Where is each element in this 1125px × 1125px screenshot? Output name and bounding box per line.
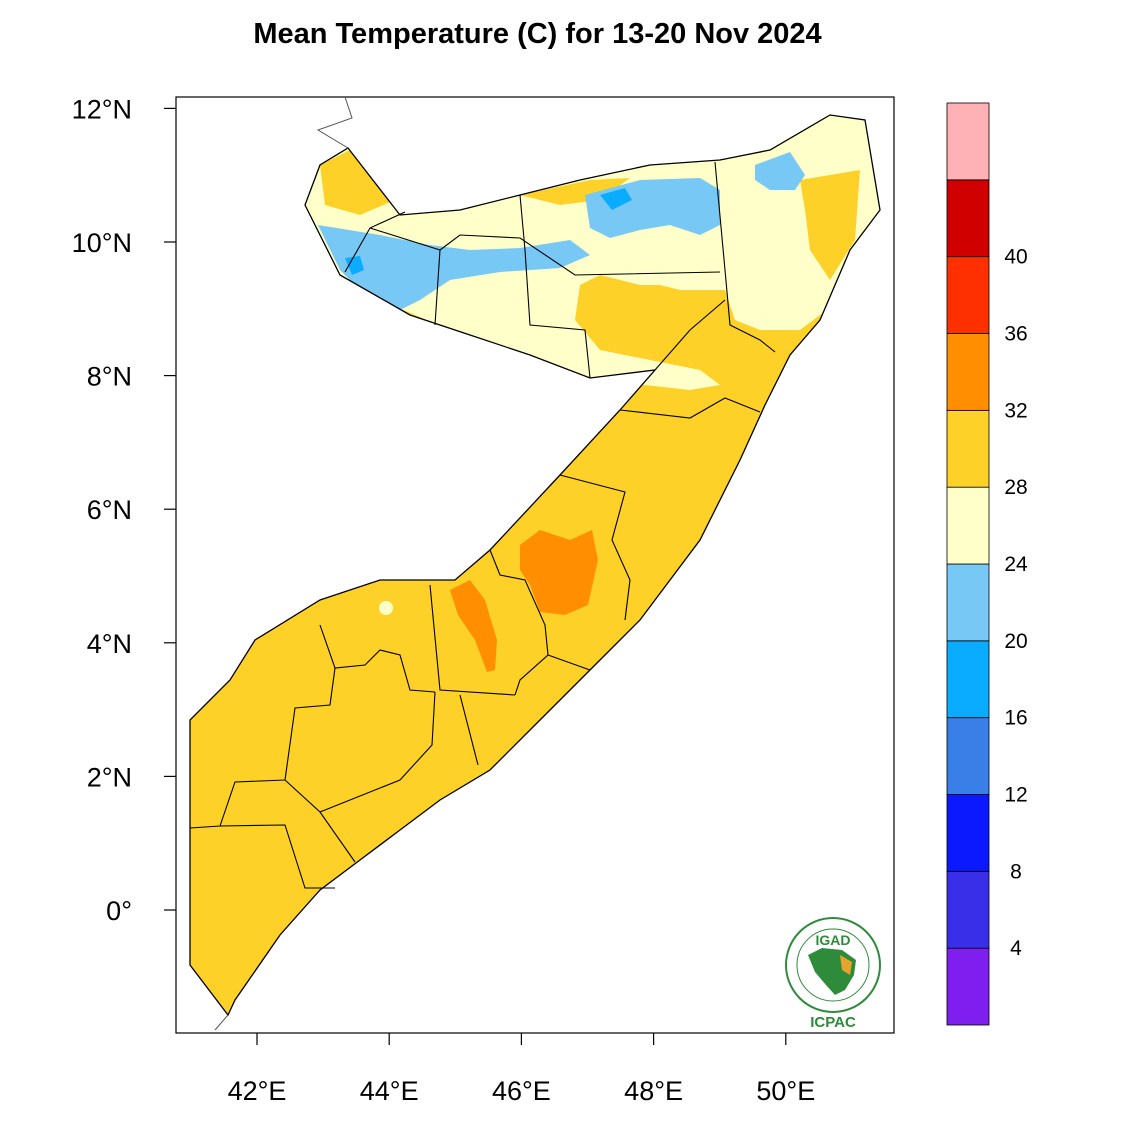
colorbar-label: 8 (1010, 860, 1022, 883)
border-djibouti (316, 96, 353, 149)
colorbar-label: 20 (1004, 630, 1027, 653)
temp-zone-16-20-west (318, 225, 590, 310)
colorbar-label: 36 (1004, 323, 1027, 346)
lon-tick-label: 42°E (228, 1076, 287, 1106)
lon-tick-label: 50°E (756, 1076, 815, 1106)
colorbar-label: 24 (1004, 553, 1028, 576)
colorbar: 4 8 12 16 20 24 28 32 36 40 (946, 102, 1028, 1026)
lat-tick-label: 12°N (72, 94, 132, 124)
lon-tick-label: 48°E (624, 1076, 683, 1106)
colorbar-swatch (946, 794, 990, 872)
colorbar-swatch (946, 563, 990, 642)
colorbar-swatch (946, 947, 990, 1026)
lat-tick-label: 6°N (87, 495, 132, 525)
border-south (214, 1014, 229, 1031)
logo-inner-ring (796, 928, 870, 1002)
colorbar-swatch (946, 717, 990, 795)
lat-tick-label: 10°N (72, 228, 132, 258)
map-axes: 42°E 44°E 46°E 48°E 50°E 12°N 10°N 8°N 6°N 4°N 2°N… (72, 94, 816, 1106)
lat-tick-label: 2°N (87, 762, 132, 792)
temp-zone-28-32-west (450, 580, 497, 672)
region-boundaries (189, 161, 776, 889)
colorbar-label: 32 (1004, 399, 1027, 422)
colorbar-swatch (946, 640, 990, 719)
lat-tick-label: 8°N (87, 362, 132, 392)
colorbar-label: 28 (1004, 476, 1027, 499)
lat-tick-label: 0° (106, 896, 132, 926)
colorbar-swatch (946, 486, 990, 565)
colorbar-label: 16 (1004, 707, 1027, 730)
temp-zone-20-24-spot (379, 601, 393, 615)
icpac-logo: IGAD ICPAC (785, 917, 881, 1031)
logo-icpac-text: ICPAC (810, 1014, 856, 1031)
colorbar-swatch (946, 102, 990, 181)
colorbar-swatch (946, 179, 990, 258)
temp-zone-12-16-central (600, 188, 632, 210)
temp-zone-28-32-center (520, 530, 598, 615)
lon-tick-label: 46°E (492, 1076, 551, 1106)
map-title: Mean Temperature (C) for 13-20 Nov 2024 (253, 18, 822, 50)
temp-zone-24-28-east-north (800, 170, 860, 280)
country-outline (189, 114, 881, 1017)
lon-tick-label: 44°E (360, 1076, 419, 1106)
temp-zone-16-20-east (755, 152, 805, 190)
colorbar-swatch (946, 409, 990, 488)
logo-igad-text: IGAD (816, 932, 851, 948)
colorbar-label: 40 (1004, 246, 1027, 269)
temp-zone-24-28-north (595, 285, 720, 350)
temp-zone-24-28-west-tip (320, 150, 395, 215)
colorbar-swatch (946, 870, 990, 949)
temp-zone-24-28-coast (520, 178, 630, 205)
lat-tick-label: 4°N (87, 629, 132, 659)
igad-region-icon (840, 955, 852, 975)
colorbar-swatch (946, 333, 990, 411)
temp-zone-12-16-west (345, 256, 364, 275)
colorbar-swatch (946, 256, 990, 334)
colorbar-label: 12 (1004, 784, 1027, 807)
colorbar-label: 4 (1010, 937, 1022, 960)
